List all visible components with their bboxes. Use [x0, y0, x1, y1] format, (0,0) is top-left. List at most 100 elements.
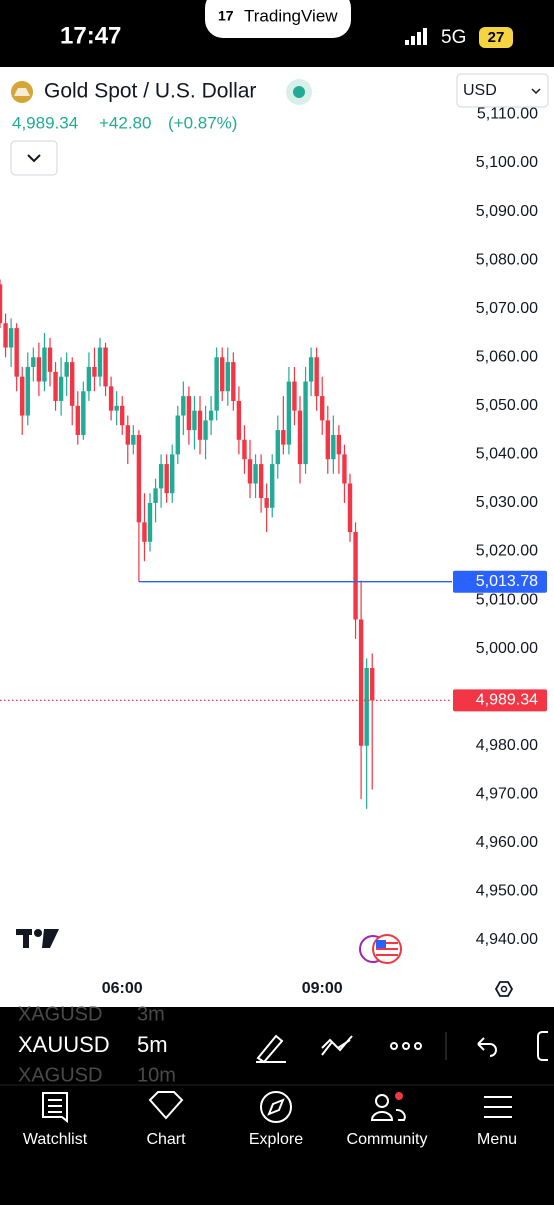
interval-option[interactable]: 3m	[137, 1003, 165, 1025]
candle-body	[225, 362, 230, 392]
candle-body	[114, 405, 119, 411]
candle-body	[331, 434, 336, 460]
y-tick-label: 5,090.00	[476, 203, 538, 220]
explore-needle	[267, 1098, 285, 1116]
price-label: 4,989.34	[476, 692, 538, 709]
candle-body	[353, 532, 358, 620]
symbol-option[interactable]: XAGUSD	[18, 1064, 102, 1086]
candle-body	[131, 434, 136, 445]
y-tick-label: 5,030.00	[476, 494, 538, 511]
interval-picker[interactable]: 5m	[137, 1032, 168, 1057]
candle-body	[25, 366, 30, 416]
indicator-tool[interactable]	[321, 1035, 353, 1056]
candle-body	[153, 488, 158, 503]
collapse-button[interactable]	[10, 140, 58, 176]
chart-background	[0, 67, 554, 1007]
candle-body	[14, 328, 19, 377]
candle-body	[164, 464, 169, 494]
candle-body	[286, 381, 292, 445]
candle-body	[86, 366, 92, 392]
candle-body	[47, 347, 53, 372]
y-tick-label: 5,040.00	[476, 446, 538, 463]
market-status-dot	[293, 86, 305, 98]
last-price: 4,989.34	[12, 113, 78, 132]
candle-body	[208, 410, 214, 421]
y-tick-label: 5,010.00	[476, 591, 538, 608]
nav-item[interactable]: Explore	[249, 1131, 303, 1148]
nav-item[interactable]: Menu	[477, 1131, 517, 1148]
nav-item[interactable]: Community	[347, 1131, 428, 1148]
currency-select[interactable]	[456, 73, 549, 108]
candle-body	[364, 668, 369, 746]
symbol-name[interactable]: Gold Spot / U.S. Dollar	[44, 80, 256, 103]
candle-body	[236, 400, 242, 440]
more-button[interactable]	[390, 1042, 422, 1050]
candle-body	[58, 376, 64, 401]
price-label: 5,013.78	[476, 573, 538, 590]
symbol-picker[interactable]: XAUUSD	[18, 1032, 110, 1057]
symbol-option[interactable]: XAGUSD	[18, 1003, 102, 1025]
plot: 4,940.00 4,950.00 4,960.00 4,970.00 4,980.00…	[0, 106, 547, 997]
candle-body	[336, 434, 342, 455]
community-icon	[375, 1094, 389, 1108]
candle-body	[158, 464, 164, 489]
candle-body	[92, 366, 97, 377]
app-pill	[205, 0, 351, 38]
signal-icon	[405, 28, 427, 45]
candle-body	[292, 381, 297, 411]
candle-body	[136, 434, 142, 523]
candle-body	[125, 425, 130, 445]
candle-body	[186, 396, 192, 431]
y-tick-label: 5,060.00	[476, 348, 538, 365]
candle-body	[0, 284, 3, 324]
candle-body	[3, 323, 8, 348]
y-tick-label: 5,000.00	[476, 640, 538, 657]
y-tick-label: 5,020.00	[476, 543, 538, 560]
app-logo: 17	[218, 8, 234, 24]
nav-item[interactable]: Watchlist	[23, 1131, 88, 1148]
undo-button[interactable]	[477, 1037, 497, 1057]
candle-body	[308, 357, 314, 382]
clock: 17:47	[60, 22, 121, 49]
community-icon-body	[370, 1108, 406, 1121]
candle-body	[325, 420, 330, 460]
candle-body	[203, 420, 208, 440]
candle-body	[42, 347, 47, 382]
settings-icon[interactable]	[494, 981, 514, 997]
draw-tool[interactable]	[256, 1034, 286, 1064]
candle-body	[281, 430, 286, 445]
y-tick-label: 5,110.00	[477, 106, 538, 123]
candle-body	[231, 362, 236, 401]
candle-body	[270, 464, 275, 508]
candle-body	[36, 357, 42, 382]
interval-option[interactable]: 10m	[137, 1064, 176, 1086]
candle-body	[181, 396, 186, 416]
menu-icon	[484, 1096, 512, 1118]
x-tick-label: 06:00	[102, 980, 143, 997]
candle-body	[214, 357, 219, 411]
candle-body	[142, 522, 147, 542]
candle-body	[8, 328, 14, 348]
x-tick-label: 09:00	[302, 980, 343, 997]
network: 5G	[441, 27, 466, 48]
y-tick-label: 5,070.00	[476, 300, 538, 317]
nav-item[interactable]: Chart	[146, 1131, 186, 1148]
candle-body	[170, 454, 175, 494]
bottom-nav	[0, 1085, 554, 1200]
y-tick-label: 4,960.00	[476, 834, 538, 851]
candle-body	[258, 464, 264, 499]
currency: USD	[463, 82, 497, 99]
candle-body	[347, 483, 353, 533]
candle-body	[70, 362, 75, 406]
candle-body	[320, 396, 325, 421]
y-tick-label: 5,100.00	[476, 154, 538, 171]
fullscreen-button[interactable]	[537, 1031, 548, 1061]
battery	[479, 27, 513, 48]
nav-labels: Watchlist Chart Explore Community Menu	[23, 1131, 517, 1148]
chevron-down	[531, 88, 541, 95]
candle-body	[297, 410, 303, 465]
price-label-box	[453, 689, 547, 712]
candle-body	[358, 619, 364, 746]
